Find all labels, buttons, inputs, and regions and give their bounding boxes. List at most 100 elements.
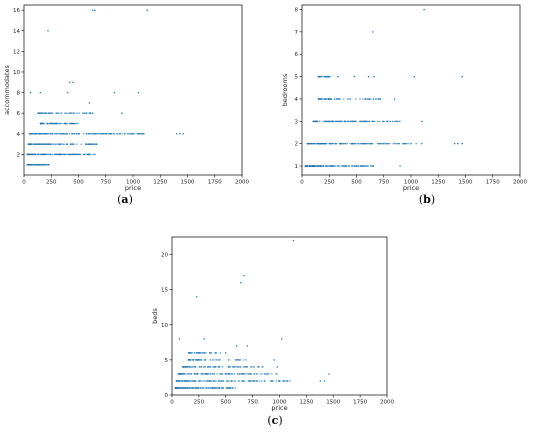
plot-frame — [171, 236, 388, 396]
data-point — [34, 153, 36, 156]
x-tick-label: 750 — [101, 180, 112, 186]
data-point — [421, 142, 423, 145]
data-point — [229, 366, 232, 368]
data-point — [234, 380, 237, 382]
data-point — [389, 120, 391, 123]
plot-frame — [301, 4, 521, 176]
data-point — [289, 380, 291, 382]
data-point — [55, 112, 57, 114]
data-point — [54, 122, 56, 125]
x-tick-label: 1750 — [353, 400, 367, 406]
data-point — [368, 120, 371, 123]
data-point — [41, 122, 44, 125]
data-point — [205, 352, 207, 354]
y-tick-label: 4 — [295, 97, 299, 103]
data-point — [185, 380, 188, 382]
data-point — [82, 112, 84, 114]
data-point — [329, 120, 332, 123]
data-point — [386, 120, 388, 123]
data-point — [124, 133, 126, 135]
data-point — [70, 133, 73, 135]
data-point — [253, 373, 256, 375]
data-point — [175, 380, 178, 382]
data-point — [373, 120, 376, 123]
data-point — [199, 387, 201, 389]
data-point — [66, 91, 69, 94]
data-point — [36, 153, 38, 156]
data-point — [252, 366, 254, 368]
data-point — [130, 133, 133, 135]
data-point — [238, 359, 241, 361]
data-point — [250, 366, 252, 368]
data-point — [41, 143, 44, 145]
data-point — [305, 165, 307, 167]
data-point — [235, 345, 238, 347]
data-point — [65, 153, 67, 156]
data-point — [313, 142, 316, 145]
data-point — [234, 387, 237, 389]
data-point — [391, 120, 394, 123]
data-point — [39, 143, 41, 145]
data-point — [355, 165, 358, 167]
data-point — [78, 112, 80, 114]
x-tick-label: 250 — [46, 180, 57, 186]
data-point — [60, 153, 63, 156]
data-point — [361, 142, 364, 145]
data-point — [382, 142, 384, 145]
data-point — [265, 373, 268, 375]
data-point — [228, 359, 230, 361]
data-point — [316, 120, 319, 123]
data-point — [32, 153, 35, 156]
data-point — [87, 143, 90, 145]
data-point — [358, 120, 361, 123]
data-point — [231, 366, 234, 368]
caption-c: (c) — [267, 414, 283, 427]
data-point — [256, 380, 259, 382]
data-point — [240, 281, 242, 284]
data-point — [39, 163, 42, 166]
data-point — [75, 122, 78, 125]
data-point — [41, 153, 43, 156]
data-point — [410, 142, 412, 145]
data-point — [39, 133, 42, 135]
data-point — [233, 373, 236, 375]
data-point — [337, 75, 339, 78]
data-point — [32, 133, 34, 135]
data-point — [261, 380, 263, 382]
data-point — [242, 380, 244, 382]
data-point — [236, 366, 238, 368]
x-tick-label: 1750 — [486, 180, 500, 186]
data-point — [345, 165, 347, 167]
data-point — [279, 380, 281, 382]
data-point — [234, 359, 237, 361]
data-point — [174, 387, 177, 389]
data-point — [33, 163, 35, 166]
caption-b: (b) — [418, 193, 436, 206]
data-point — [204, 373, 207, 375]
data-point — [387, 142, 389, 145]
data-point — [133, 133, 136, 135]
y-tick-label: 10 — [161, 323, 168, 329]
data-point — [203, 338, 205, 340]
data-point — [396, 120, 399, 123]
scatter-chart-beds: 0 250 500 750 1000 1250 1500 1750 2000 0 5 10 15 20 pr… — [151, 236, 394, 412]
data-point — [215, 359, 217, 361]
data-point — [340, 120, 342, 123]
data-point — [220, 380, 222, 382]
data-point — [73, 122, 75, 125]
data-point — [62, 133, 65, 135]
data-point — [275, 380, 277, 382]
data-point — [227, 387, 230, 389]
data-point — [276, 366, 279, 368]
data-point — [37, 143, 40, 145]
data-point — [200, 352, 202, 354]
data-point — [226, 387, 228, 389]
data-point — [253, 366, 256, 368]
data-point — [51, 122, 53, 125]
data-point — [362, 120, 364, 123]
data-point — [378, 98, 380, 100]
data-point — [385, 142, 388, 145]
data-point — [335, 98, 338, 100]
data-point — [219, 373, 221, 375]
data-point — [346, 142, 348, 145]
